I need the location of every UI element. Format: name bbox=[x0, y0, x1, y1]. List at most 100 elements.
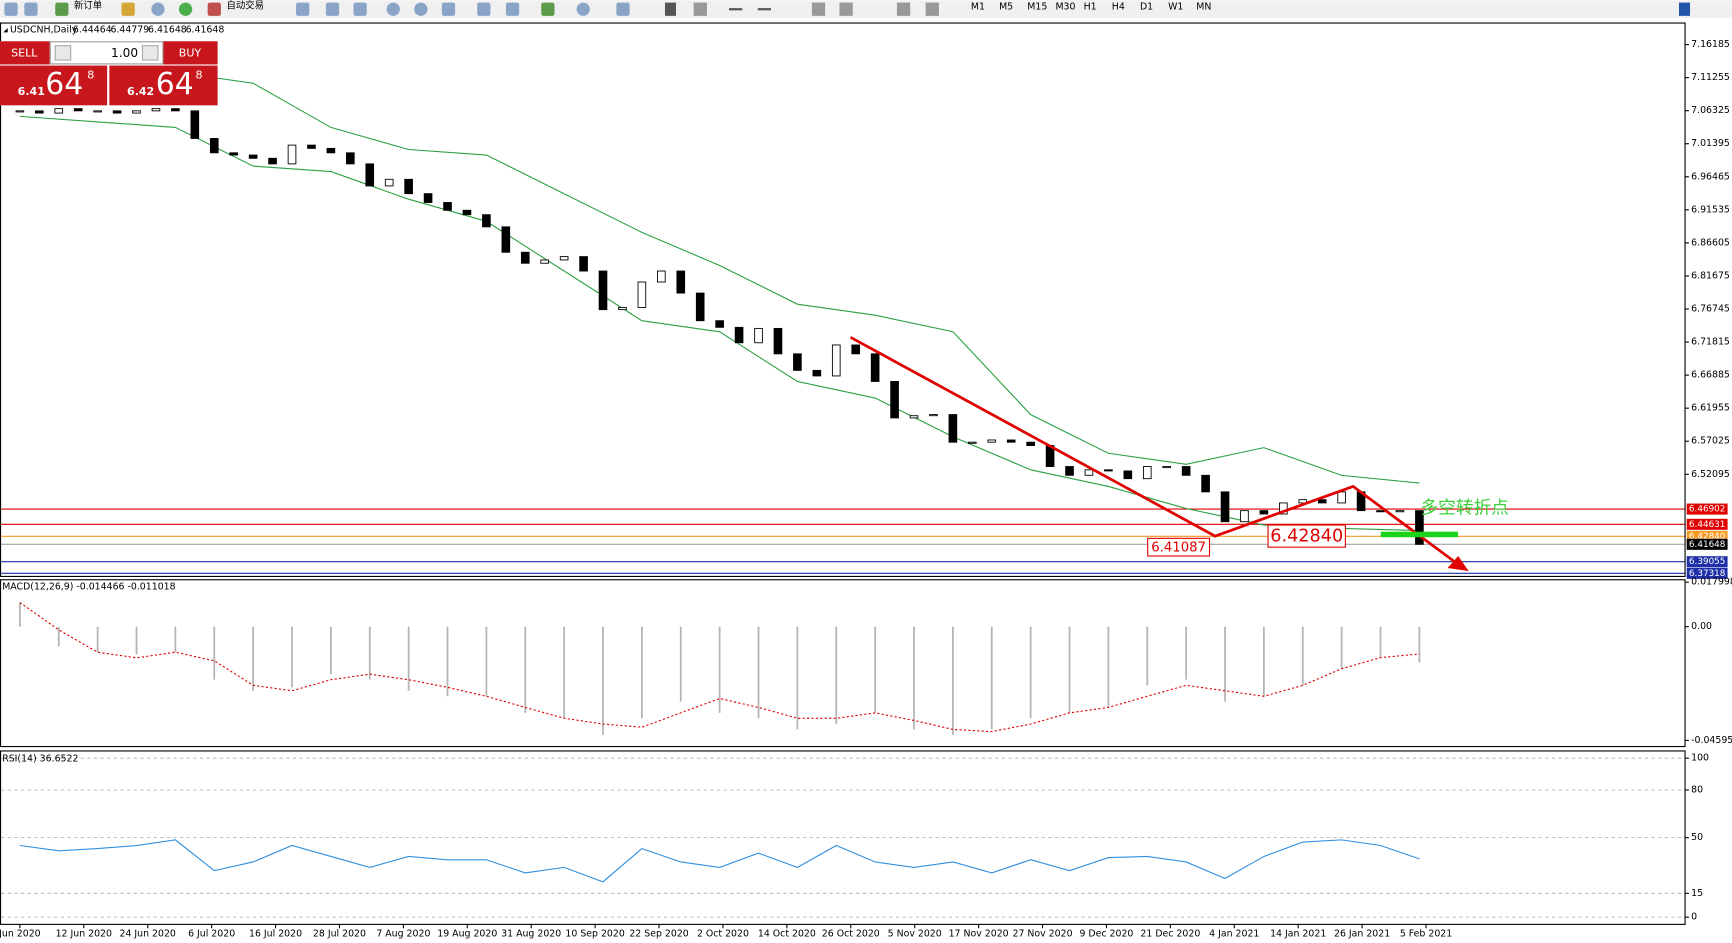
candle bbox=[540, 259, 550, 264]
x-tick-label: 4 Jan 2021 bbox=[1209, 928, 1259, 939]
new-order[interactable]: 新订单 bbox=[74, 0, 102, 11]
candle bbox=[559, 256, 569, 261]
candle bbox=[307, 144, 316, 149]
timeframe[interactable]: W1 bbox=[1168, 2, 1183, 13]
annotation-arrows bbox=[849, 336, 1469, 572]
candle bbox=[73, 108, 83, 112]
candle bbox=[268, 157, 277, 165]
icon[interactable] bbox=[55, 2, 69, 16]
candle bbox=[1298, 499, 1308, 504]
icon[interactable] bbox=[151, 2, 165, 16]
x-tick-label: 22 Sep 2020 bbox=[629, 928, 688, 939]
y-tick-label: 6.86605 bbox=[1691, 237, 1730, 248]
candle bbox=[1181, 466, 1191, 476]
buy-label[interactable]: BUY bbox=[179, 46, 202, 59]
timeframe[interactable]: MN bbox=[1196, 2, 1211, 13]
timeframe[interactable]: M5 bbox=[999, 2, 1013, 13]
bid-prefix: 6.41 bbox=[18, 85, 45, 98]
candle bbox=[754, 327, 763, 344]
ohlc-value: 6.44779 bbox=[110, 25, 149, 36]
macd-bar bbox=[757, 626, 760, 719]
timeframe[interactable]: H4 bbox=[1112, 2, 1125, 13]
macd-bar bbox=[1263, 626, 1265, 697]
icon[interactable] bbox=[839, 2, 853, 16]
icon[interactable] bbox=[414, 2, 428, 16]
spin-up[interactable] bbox=[141, 45, 159, 61]
y-tick-label: 6.61955 bbox=[1691, 403, 1730, 414]
timeframe[interactable]: H1 bbox=[1084, 2, 1097, 13]
sell-label[interactable]: SELL bbox=[11, 46, 38, 59]
timeframe[interactable]: M15 bbox=[1027, 2, 1047, 13]
icon[interactable] bbox=[4, 2, 18, 16]
macd-bar bbox=[1185, 626, 1188, 680]
arrow-head bbox=[1447, 555, 1469, 572]
macd-bar bbox=[1379, 626, 1382, 658]
macd-bar bbox=[1146, 626, 1149, 686]
macd-bar bbox=[446, 626, 449, 697]
candle bbox=[190, 110, 200, 139]
y-tick-label: 6.76745 bbox=[1691, 304, 1730, 315]
icon[interactable] bbox=[616, 2, 630, 16]
icon[interactable] bbox=[729, 8, 743, 11]
spin-down[interactable] bbox=[54, 45, 72, 61]
icon[interactable] bbox=[207, 2, 221, 16]
y-tick-label: 80 bbox=[1691, 784, 1703, 795]
icon[interactable] bbox=[1678, 2, 1691, 16]
icon[interactable] bbox=[757, 8, 772, 11]
y-tick-label: 7.01395 bbox=[1691, 138, 1730, 149]
price-tag-label: 6.46902 bbox=[1689, 505, 1726, 515]
x-tick-label: 27 Nov 2020 bbox=[1013, 928, 1073, 939]
candle bbox=[1123, 470, 1133, 480]
timeframe[interactable]: M30 bbox=[1055, 2, 1075, 13]
timeframe[interactable]: D1 bbox=[1140, 2, 1153, 13]
price-tag bbox=[1686, 530, 1728, 542]
price-tag bbox=[1686, 538, 1728, 550]
macd-bar bbox=[291, 626, 293, 688]
lots-input[interactable] bbox=[49, 41, 164, 65]
lots[interactable]: 1.00 bbox=[111, 46, 138, 60]
icon[interactable] bbox=[325, 2, 340, 16]
icon[interactable] bbox=[693, 2, 707, 16]
main-panel bbox=[0, 22, 1686, 577]
icon[interactable] bbox=[925, 2, 939, 16]
icon[interactable] bbox=[576, 2, 590, 16]
price-tag bbox=[1686, 503, 1728, 515]
candle bbox=[598, 270, 608, 311]
icon[interactable] bbox=[811, 2, 826, 16]
buy-button[interactable] bbox=[163, 41, 218, 65]
icon[interactable] bbox=[24, 2, 38, 16]
y-tick-label: 6.52095 bbox=[1691, 469, 1730, 480]
icon[interactable] bbox=[296, 2, 310, 16]
icon[interactable] bbox=[896, 2, 911, 16]
candle bbox=[384, 178, 394, 187]
x-tick-label: Jun 2020 bbox=[0, 928, 41, 939]
candle bbox=[229, 152, 239, 156]
icon[interactable] bbox=[505, 2, 520, 16]
auto-trading[interactable]: 自动交易 bbox=[226, 0, 264, 11]
ask-box[interactable] bbox=[109, 65, 218, 106]
sell-button[interactable] bbox=[0, 41, 50, 65]
candle bbox=[1065, 466, 1074, 476]
icon[interactable] bbox=[477, 2, 491, 16]
icon[interactable] bbox=[178, 2, 193, 16]
candle bbox=[365, 163, 375, 187]
annotation-box bbox=[1147, 537, 1211, 557]
annotation-box bbox=[1267, 524, 1346, 548]
icon[interactable] bbox=[664, 2, 677, 16]
icon[interactable] bbox=[121, 2, 135, 16]
candle bbox=[657, 270, 666, 283]
candle bbox=[773, 327, 783, 355]
icon[interactable] bbox=[441, 2, 456, 16]
icon[interactable] bbox=[353, 2, 367, 16]
bid-box[interactable] bbox=[0, 65, 108, 106]
x-tick-label: 5 Feb 2021 bbox=[1400, 928, 1452, 939]
macd-bar bbox=[1301, 626, 1304, 686]
candle bbox=[346, 152, 355, 165]
macd-panel bbox=[0, 579, 1686, 748]
timeframe[interactable]: M1 bbox=[971, 2, 985, 13]
icon[interactable] bbox=[541, 2, 555, 16]
icon[interactable] bbox=[386, 2, 400, 16]
bid-sup: 8 bbox=[87, 69, 94, 82]
y-tick-label: 7.16185 bbox=[1691, 39, 1730, 50]
candle bbox=[1415, 510, 1424, 545]
